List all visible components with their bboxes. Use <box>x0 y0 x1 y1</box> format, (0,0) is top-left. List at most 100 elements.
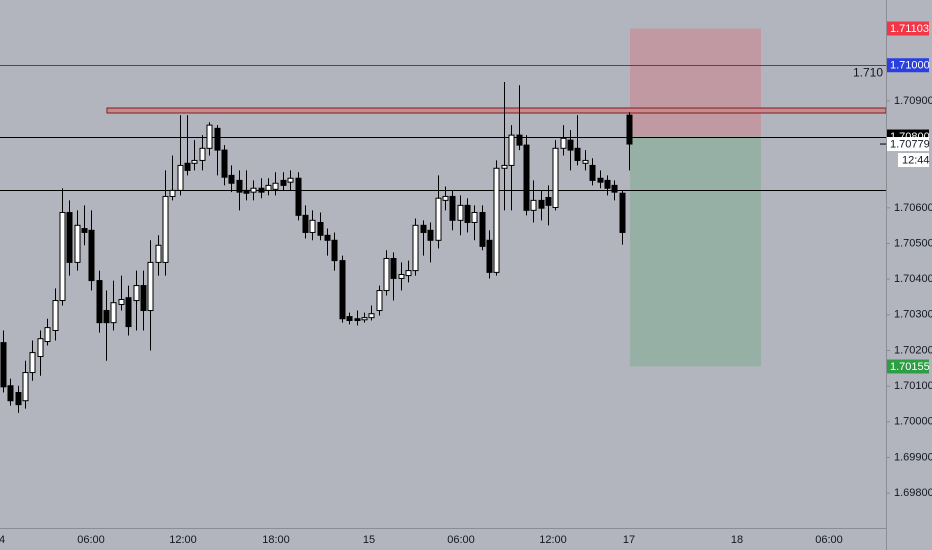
target-zone <box>630 136 761 367</box>
last-price-label-box <box>887 137 929 152</box>
candle-body <box>427 229 434 241</box>
candle-body <box>457 204 464 221</box>
x-tick-label: 18:00 <box>262 534 290 546</box>
candle-body <box>442 195 449 201</box>
candle-body <box>376 290 383 312</box>
x-tick-label: 06:00 <box>77 534 105 546</box>
x-tick-label: 15 <box>363 534 375 546</box>
candle-body <box>309 219 316 233</box>
candle-body <box>236 179 243 193</box>
candle-body <box>516 134 523 146</box>
candle-body <box>52 300 59 331</box>
candle-body <box>486 239 493 273</box>
stop-label-box <box>887 21 929 36</box>
candle-body <box>317 221 324 236</box>
candle-body <box>81 228 88 233</box>
candle-body <box>96 280 103 324</box>
candle-body <box>523 144 530 211</box>
x-tick-label: 18 <box>731 534 743 546</box>
candle-body <box>331 239 338 262</box>
candle-body <box>552 147 559 208</box>
candle-body <box>133 285 140 302</box>
x-tick-label: 4 <box>0 534 5 546</box>
candle-body <box>258 187 265 193</box>
candle-body <box>619 192 626 233</box>
y-tick-label: 1.70600 <box>894 202 932 214</box>
candle-body <box>611 184 618 193</box>
y-tick-label: 1.70300 <box>894 309 932 321</box>
candle-body <box>405 270 412 277</box>
y-tick-label: 1.70100 <box>894 380 932 392</box>
candle-body <box>74 224 81 263</box>
x-tick-label: 06:00 <box>447 534 475 546</box>
countdown: 12:44 <box>902 154 930 166</box>
y-tick-label: 1.69800 <box>894 487 932 499</box>
candle-body <box>66 211 73 263</box>
candle-body <box>206 124 213 149</box>
candle-body <box>147 261 154 312</box>
candle-body <box>177 164 184 191</box>
resistance-zone <box>106 107 887 114</box>
candle-body <box>368 313 375 319</box>
candle-body <box>508 134 515 166</box>
y-tick-label: 1.69900 <box>894 451 932 463</box>
candle-body <box>464 204 471 223</box>
candle-body <box>265 184 272 191</box>
y-tick-label: 1.70500 <box>894 237 932 249</box>
candle-body <box>250 187 257 193</box>
candle-body <box>22 372 29 402</box>
candle-body <box>44 327 51 343</box>
candle-body <box>88 229 95 282</box>
target-label-box <box>887 359 929 374</box>
candle-body <box>567 139 574 151</box>
candle-body <box>435 197 442 241</box>
candle-body <box>0 342 7 388</box>
candle-body <box>604 179 611 189</box>
line-label-box <box>887 58 929 73</box>
candle-body <box>59 211 66 302</box>
candle-body <box>420 224 427 233</box>
candle-body <box>295 177 302 216</box>
candle-body <box>582 159 589 164</box>
candle-body <box>479 211 486 247</box>
candle-body <box>243 189 250 194</box>
candle-body <box>339 260 346 320</box>
candle-body <box>626 114 633 145</box>
x-tick-label: 12:00 <box>169 534 197 546</box>
candle-body <box>398 274 405 279</box>
line-note: 1.710 <box>853 66 883 80</box>
candle-body <box>471 211 478 223</box>
candle-body <box>324 234 331 241</box>
candle-body <box>191 159 198 164</box>
candle-body <box>449 195 456 221</box>
candle-body <box>346 316 353 322</box>
candle-body <box>589 164 596 181</box>
y-tick-label: 1.70200 <box>894 344 932 356</box>
candle-body <box>280 179 287 186</box>
candle-body <box>272 182 279 190</box>
x-tick-label: 17 <box>623 534 635 546</box>
candle-body <box>390 257 397 279</box>
last-price-label: 1.70779 <box>890 138 930 150</box>
candle-body <box>228 174 235 184</box>
candle-body <box>361 317 368 321</box>
candle-body <box>29 352 36 374</box>
candle-body <box>37 338 44 358</box>
candle-body <box>199 147 206 161</box>
candle-body <box>383 257 390 292</box>
candle-body <box>287 177 294 183</box>
candle-body <box>493 167 500 273</box>
candle-body <box>412 224 419 272</box>
target-label: 1.70155 <box>890 361 930 373</box>
candle-body <box>221 149 228 178</box>
line-label: 1.71000 <box>890 60 930 72</box>
candle-body <box>501 164 508 169</box>
candle-body <box>169 189 176 197</box>
candle-body <box>15 392 22 406</box>
candle-body <box>110 302 117 324</box>
x-tick-label: 06:00 <box>815 534 843 546</box>
y-tick-label: 1.70000 <box>894 416 932 428</box>
candle-body <box>302 214 309 233</box>
